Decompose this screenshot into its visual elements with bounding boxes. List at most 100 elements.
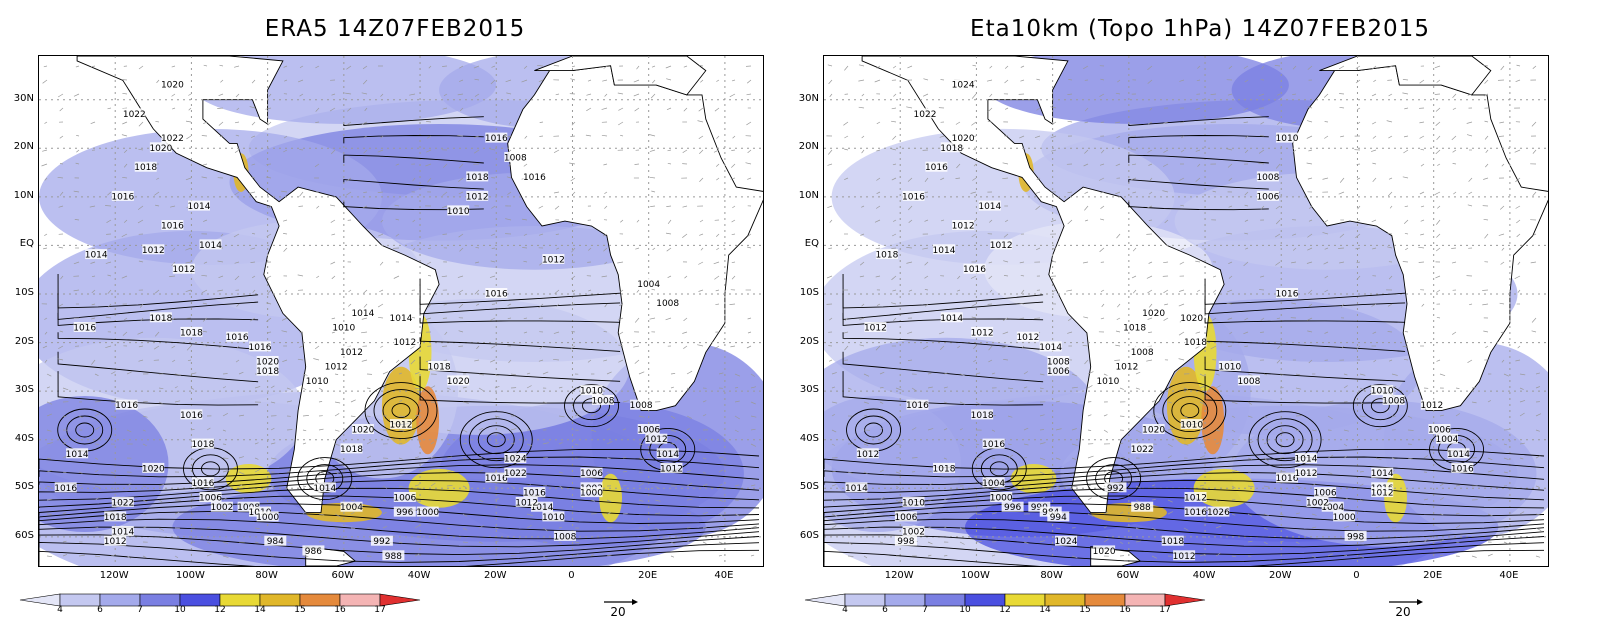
wind-arrow (941, 80, 945, 81)
wind-arrow (42, 150, 47, 151)
wind-arrow (730, 304, 736, 305)
isobar-label: 1012 (1115, 362, 1138, 372)
isobar-label: 1016 (906, 401, 929, 411)
isobar-label: 1010 (447, 207, 470, 217)
isobar-label: 1014 (1371, 469, 1394, 479)
lon-tick-label: 40E (704, 570, 744, 581)
isobar-label: 1022 (1131, 445, 1154, 455)
isobar-label: 1014 (1447, 450, 1470, 460)
wind-arrow (47, 556, 52, 557)
wind-arrow (1357, 164, 1360, 165)
wind-arrow (1533, 66, 1536, 69)
isobar-label: 1016 (73, 324, 96, 334)
wind-arrow (1472, 556, 1477, 558)
wind-arrow (367, 388, 370, 389)
wind-arrow (42, 164, 48, 166)
isobar-label: 1016 (982, 440, 1005, 450)
isobar-label: 1018 (191, 440, 214, 450)
wind-arrow (827, 276, 832, 278)
wind-arrow (458, 346, 463, 347)
wind-arrow (732, 262, 735, 263)
isobar-label: 1012 (393, 338, 416, 348)
lon-tick-label: 120W (879, 570, 919, 581)
isobar-label: 1018 (104, 513, 127, 523)
wind-arrow (912, 458, 918, 459)
wind-pressure-map: 1020102210221020101810161014101610141012… (39, 56, 763, 566)
lat-tick-label: 30N (787, 93, 819, 104)
isobar-label: 1012 (990, 241, 1013, 251)
isobar-label: 1012 (1420, 401, 1443, 411)
wind-arrow (1533, 150, 1536, 154)
wind-arrow (58, 94, 63, 97)
wind-arrow (1501, 66, 1504, 70)
lon-tick-label: 40W (399, 570, 439, 581)
isobar-label: 1012 (1016, 333, 1039, 343)
wind-arrow (1499, 136, 1504, 137)
isobar-label: 1010 (1218, 362, 1241, 372)
wind-arrow (844, 66, 848, 70)
wind-arrow (1518, 346, 1520, 348)
isobar-label: 1004 (637, 280, 660, 290)
lon-tick-label: 80W (1032, 570, 1072, 581)
colorbar-level-label: 4 (50, 605, 70, 615)
wind-arrow (1408, 430, 1414, 431)
wind-arrow (1485, 80, 1489, 84)
isobar-label: 1022 (914, 110, 937, 120)
wind-arrow (747, 247, 751, 248)
wind-arrow (733, 136, 735, 138)
lat-tick-label: 20N (787, 141, 819, 152)
isobar-label: 1012 (390, 421, 413, 431)
wind-arrow (76, 135, 79, 136)
colorbar-level-label: 7 (130, 605, 150, 615)
wind-arrow (1403, 346, 1408, 347)
wind-arrow (91, 122, 95, 124)
lon-tick-label: 20E (628, 570, 668, 581)
wind-arrow (76, 66, 79, 67)
isobar-label: 1016 (180, 411, 203, 421)
isobar-label: 1026 (1207, 508, 1230, 518)
colorbar-level-label: 10 (170, 605, 190, 615)
panel-title: Eta10km (Topo 1hPa) 14Z07FEB2015 (805, 16, 1595, 42)
isobar-label: 986 (305, 547, 322, 557)
wind-arrow (76, 150, 79, 152)
isobar-label: 1018 (180, 328, 203, 338)
wind-arrow (1518, 262, 1520, 265)
lon-tick-label: 60W (323, 570, 363, 581)
isobar-label: 1012 (340, 348, 363, 358)
isobar-label: 1016 (115, 401, 138, 411)
wind-arrow (1532, 122, 1536, 126)
wind-arrow (843, 122, 848, 125)
wind-arrow (252, 122, 255, 125)
isobar-label: 1018 (428, 362, 451, 372)
wind-arrow (828, 150, 832, 155)
isobar-label: 1012 (325, 362, 348, 372)
wind-arrow (122, 80, 128, 81)
wind-arrow (44, 66, 47, 67)
isobar-label: 1012 (466, 192, 489, 202)
isobar-label: 1012 (952, 222, 975, 232)
colorbar-level-label: 10 (955, 605, 975, 615)
wind-arrow (906, 107, 912, 108)
isobar-label: 1004 (982, 479, 1005, 489)
isobar-label: 1012 (1295, 469, 1318, 479)
isobar-label: 1012 (645, 435, 668, 445)
wind-arrow (751, 555, 754, 556)
colorbar-level-label: 17 (1155, 605, 1175, 615)
isobar-label: 1008 (1131, 348, 1154, 358)
wind-arrow (830, 94, 832, 97)
isobar-label: 1018 (134, 163, 157, 173)
isobar-label: 1016 (1184, 508, 1207, 518)
isobar-label: 1020 (1142, 426, 1165, 436)
lat-tick-label: 10N (2, 190, 34, 201)
isobar-label: 1012 (1173, 552, 1196, 562)
isobar-label: 1014 (390, 314, 413, 324)
wind-arrow (829, 360, 832, 361)
isobar-label: 1012 (1371, 489, 1394, 499)
isobar-label: 988 (385, 552, 402, 562)
lat-tick-label: EQ (2, 238, 34, 249)
wind-arrow (111, 556, 114, 557)
isobar-label: 984 (267, 537, 284, 547)
lat-tick-label: 10S (2, 287, 34, 298)
